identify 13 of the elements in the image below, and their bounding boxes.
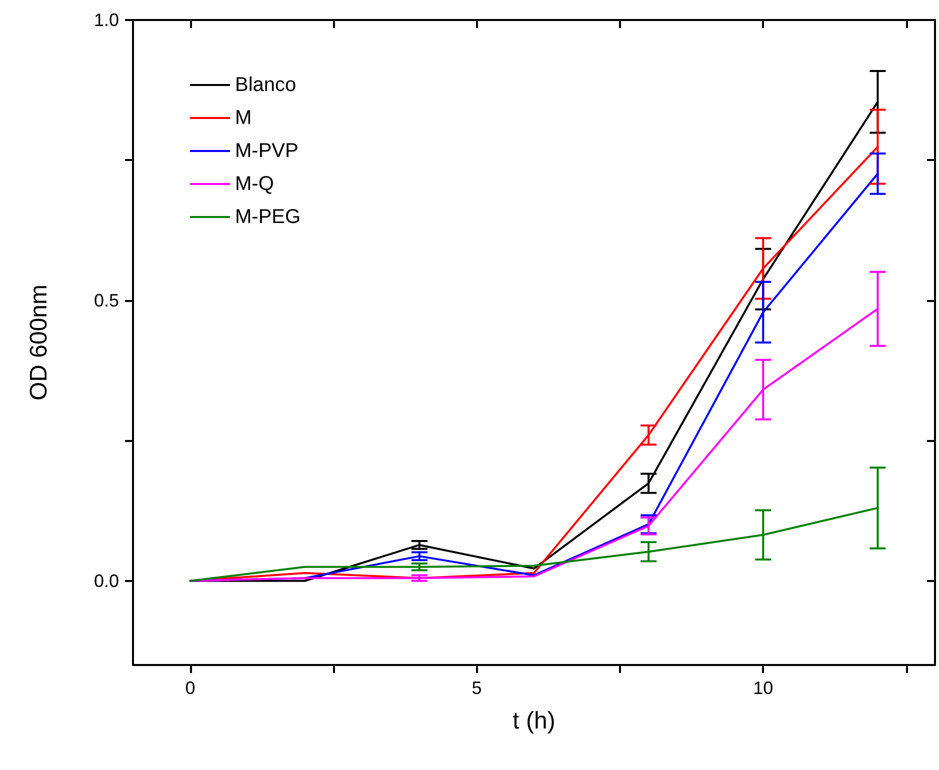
x-tick-label: 0 bbox=[185, 678, 196, 698]
y-tick-label: 1.0 bbox=[94, 10, 119, 30]
y-tick-label: 0.5 bbox=[94, 290, 119, 310]
y-axis-title: OD 600nm bbox=[26, 284, 52, 401]
legend-label: M bbox=[235, 107, 252, 129]
x-tick-label: 10 bbox=[753, 678, 774, 698]
x-tick-label: 5 bbox=[472, 678, 482, 698]
legend-label: M-Q bbox=[235, 173, 274, 195]
x-axis-title: t (h) bbox=[512, 708, 556, 734]
legend-label: Blanco bbox=[235, 74, 296, 96]
y-tick-label: 0.0 bbox=[94, 570, 119, 591]
legend-label: M-PVP bbox=[235, 140, 298, 162]
legend-label: M-PEG bbox=[235, 206, 301, 228]
